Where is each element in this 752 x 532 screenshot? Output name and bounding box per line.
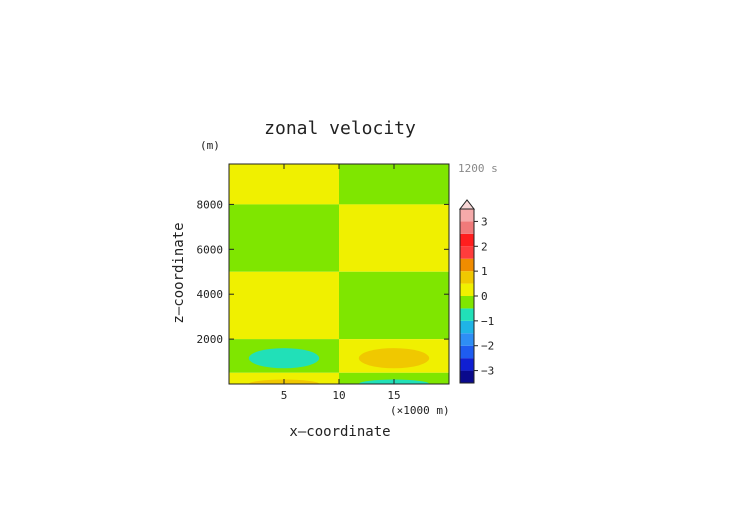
colorbar-swatch: [460, 333, 474, 346]
colorbar-overflow-triangle: [458, 199, 476, 210]
y-tick-label: 8000: [197, 198, 224, 211]
colorbar-tick-label: −2: [481, 340, 494, 353]
colorbar-swatch: [460, 233, 474, 247]
chart-title: zonal velocity: [264, 118, 416, 139]
colorbar-tick-label: 0: [481, 290, 488, 303]
colorbar-swatch: [460, 258, 474, 272]
contour-fills: [229, 164, 449, 384]
x-axis: 5 10 15: [281, 164, 401, 402]
colorbar-tick-label: 2: [481, 240, 488, 253]
contour-region: [339, 204, 449, 272]
x-tick-label: 15: [387, 389, 400, 402]
colorbar-swatch: [460, 271, 474, 284]
contour-region: [339, 164, 449, 205]
colorbar-swatch: [460, 221, 474, 234]
plot-area: 5 10 15 2000 4000 6000 8000: [197, 163, 450, 402]
contour-region: [229, 204, 339, 272]
colorbar-swatch: [460, 246, 474, 259]
colorbar-swatch: [460, 320, 474, 334]
colorbar-tick-label: 1: [481, 265, 488, 278]
x-tick-label: 5: [281, 389, 288, 402]
colorbar-swatch: [460, 209, 474, 222]
contour-region: [229, 372, 339, 384]
contour-cell: [248, 348, 320, 369]
contour-region: [339, 372, 449, 384]
contour-region: [339, 271, 449, 340]
colorbar-swatch: [460, 358, 474, 371]
time-label: 1200 s: [458, 162, 498, 175]
contour-region: [229, 164, 339, 205]
colorbar-swatch: [460, 345, 474, 359]
colorbar-swatch: [460, 308, 474, 321]
y-unit-label: (m): [200, 139, 220, 152]
x-axis-label: x—coordinate: [289, 424, 390, 440]
y-tick-label: 6000: [197, 243, 224, 256]
colorbar-tick-label: −1: [481, 315, 494, 328]
x-unit-label: (×1000 m): [390, 404, 450, 417]
colorbar-swatch: [460, 296, 474, 309]
colorbar-swatch: [460, 370, 474, 383]
y-axis: 2000 4000 6000 8000: [197, 198, 449, 346]
y-tick-label: 4000: [197, 288, 224, 301]
colorbar: −3 −2 −1 0 1 2 3: [458, 199, 494, 384]
contour-cell: [358, 348, 430, 369]
colorbar-tick-label: −3: [481, 365, 494, 378]
colorbar-swatch: [460, 283, 474, 296]
contour-region: [229, 271, 339, 340]
y-axis-label: z—coordinate: [171, 222, 187, 323]
colorbar-tick-label: 3: [481, 215, 488, 228]
x-tick-label: 10: [332, 389, 345, 402]
y-tick-label: 2000: [197, 333, 224, 346]
